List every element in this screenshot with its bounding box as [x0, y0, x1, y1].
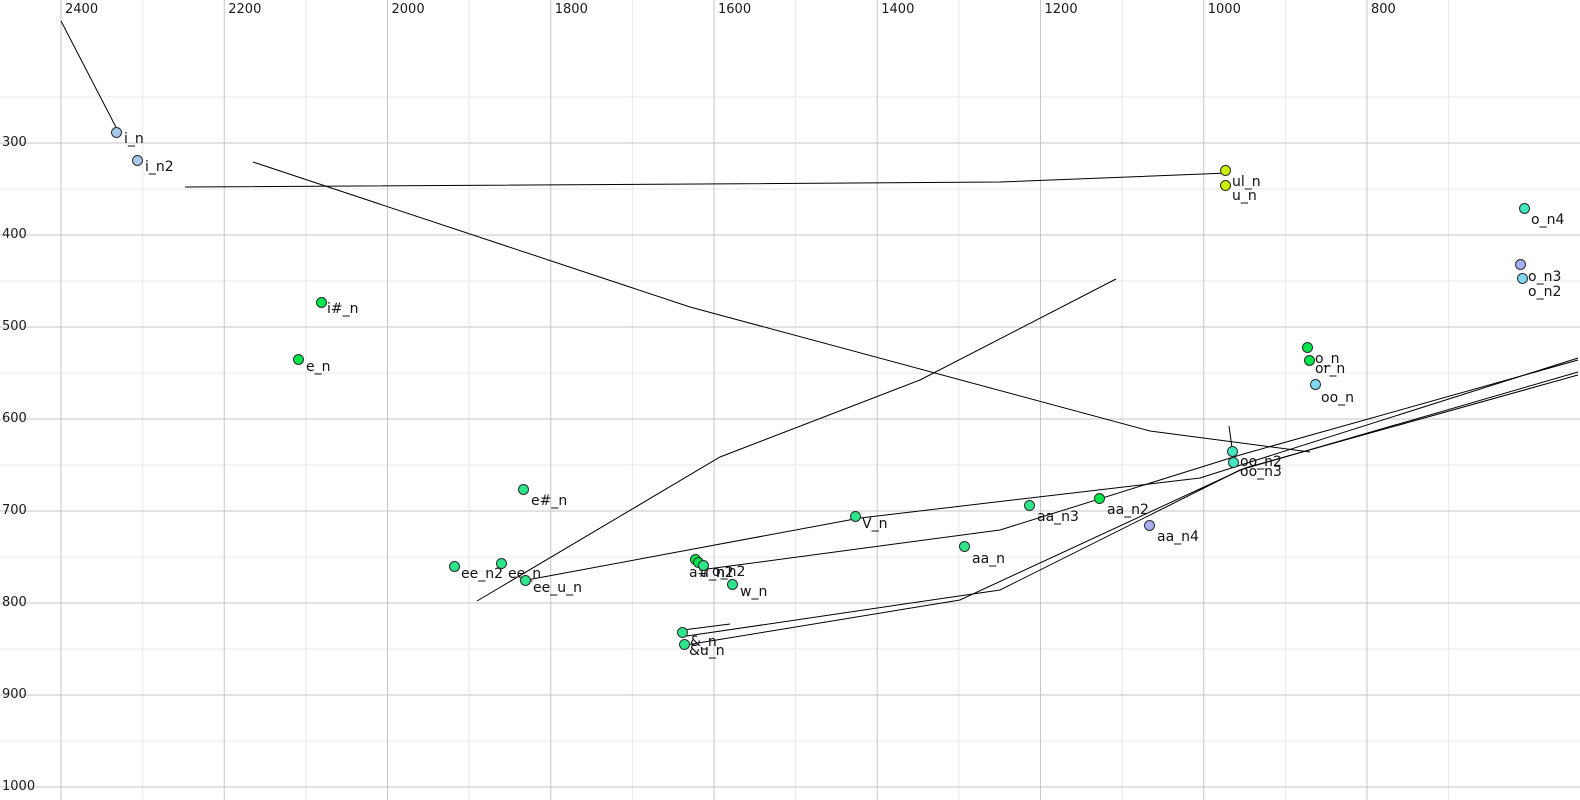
- line-short-mid: [682, 623, 731, 631]
- vowel-point-label: aa_n2: [1107, 502, 1149, 518]
- vowel-point-label: ee_n: [508, 566, 542, 582]
- vowel-point-label: o_n2: [712, 564, 746, 580]
- vowel-point-label: or_n: [1315, 361, 1346, 377]
- vowel-point-marker[interactable]: [316, 297, 327, 308]
- x-axis-tick-label: 1600: [718, 2, 752, 17]
- vowel-point-label: &u_n: [689, 643, 725, 659]
- y-axis-tick-label: 900: [2, 687, 27, 702]
- vowel-point-label: o_n: [1315, 351, 1340, 367]
- y-axis-tick-label: 400: [2, 227, 27, 242]
- vowel-point-marker[interactable]: [1515, 259, 1526, 270]
- vowel-point-marker[interactable]: [1220, 180, 1231, 191]
- vowel-point-label: i_n: [124, 131, 144, 147]
- vowel-point-marker[interactable]: [1227, 446, 1238, 457]
- vowel-point-label: ul_n: [1232, 174, 1261, 190]
- vowel-point-label: w_n: [740, 584, 768, 600]
- x-axis-tick-label: 1000: [1207, 2, 1241, 17]
- vowel-point-marker[interactable]: [677, 627, 688, 638]
- vowel-point-label: a#_n: [689, 565, 726, 581]
- vowel-point-label: aa_n4: [1157, 529, 1199, 545]
- vowel-point-marker[interactable]: [1302, 342, 1313, 353]
- connector-lines-group: [60, 20, 1579, 646]
- vowel-point-marker[interactable]: [293, 354, 304, 365]
- vowel-point-label: V_n: [862, 516, 888, 532]
- vowel-point-marker[interactable]: [1220, 165, 1231, 176]
- x-axis-tick-label: 800: [1371, 2, 1396, 17]
- x-axis-tick-label: 2200: [228, 2, 262, 17]
- vowel-point-marker[interactable]: [1519, 203, 1530, 214]
- vowel-point-label: o_n2: [1528, 284, 1562, 300]
- vowel-point-label: o_n3: [1528, 269, 1562, 285]
- line-i-to-oo: [60, 20, 120, 134]
- line-bottom-1: [679, 371, 1579, 638]
- vowel-point-label: aa_n3: [1037, 509, 1079, 525]
- x-axis-tick-label: 2400: [65, 2, 99, 17]
- vowel-point-marker[interactable]: [698, 560, 709, 571]
- x-axis-tick-label: 2000: [391, 2, 425, 17]
- vowel-point-label: &_n: [690, 634, 717, 650]
- x-axis-tick-label: 1800: [554, 2, 588, 17]
- vowel-point-marker[interactable]: [132, 155, 143, 166]
- vowel-point-marker[interactable]: [959, 541, 970, 552]
- vowel-point-label: i#_n: [327, 301, 359, 317]
- vowel-point-label: oo_n3: [1240, 464, 1282, 480]
- vowel-point-marker[interactable]: [1304, 355, 1315, 366]
- line-upper-long: [252, 161, 1311, 453]
- vowel-point-label: ee_u_n: [533, 580, 582, 596]
- vowel-point-label: aa_n: [972, 551, 1006, 567]
- x-axis-tick-label: 1400: [881, 2, 915, 17]
- vowel-point-marker[interactable]: [1094, 493, 1105, 504]
- vowel-point-label: ee_n2: [461, 566, 504, 582]
- vowel-point-marker[interactable]: [449, 561, 460, 572]
- vowel-point-marker[interactable]: [850, 511, 861, 522]
- y-axis-tick-label: 700: [2, 503, 27, 518]
- line-flat-horizontal: [184, 172, 1229, 188]
- vowel-point-marker[interactable]: [518, 484, 529, 495]
- vowel-point-marker[interactable]: [496, 558, 507, 569]
- y-axis-tick-label: 300: [2, 135, 27, 150]
- vowel-point-label: i_n2: [145, 159, 174, 175]
- vowel-point-marker[interactable]: [679, 639, 690, 650]
- y-axis-tick-label: 1000: [2, 779, 36, 794]
- vowel-point-label: u_n2: [700, 565, 734, 581]
- line-aa-long: [699, 359, 1579, 571]
- vowel-point-marker[interactable]: [1310, 379, 1321, 390]
- vowel-point-label: oo_n2: [1240, 454, 1282, 470]
- vowel-point-label: e#_n: [531, 493, 568, 509]
- vowel-point-marker[interactable]: [1024, 500, 1035, 511]
- y-axis-tick-label: 500: [2, 319, 27, 334]
- vowel-point-marker[interactable]: [1517, 273, 1528, 284]
- vowel-point-marker[interactable]: [1144, 520, 1155, 531]
- y-axis-tick-label: 800: [2, 595, 27, 610]
- vowel-point-marker[interactable]: [111, 127, 122, 138]
- line-bottom-2: [685, 374, 1579, 646]
- vowel-point-label: oo_n: [1321, 390, 1355, 406]
- vowel-point-label: u_n: [1232, 188, 1257, 204]
- line-diagonal-mid: [476, 278, 1117, 602]
- y-axis-tick-label: 600: [2, 411, 27, 426]
- vowel-point-marker[interactable]: [727, 579, 738, 590]
- vowel-point-marker[interactable]: [1228, 457, 1239, 468]
- vowel-point-marker[interactable]: [520, 575, 531, 586]
- line-lower-a: [526, 357, 1579, 581]
- vowel-point-label: e_n: [306, 359, 331, 375]
- x-axis-tick-label: 1200: [1044, 2, 1078, 17]
- vowel-point-label: o_n4: [1531, 212, 1565, 228]
